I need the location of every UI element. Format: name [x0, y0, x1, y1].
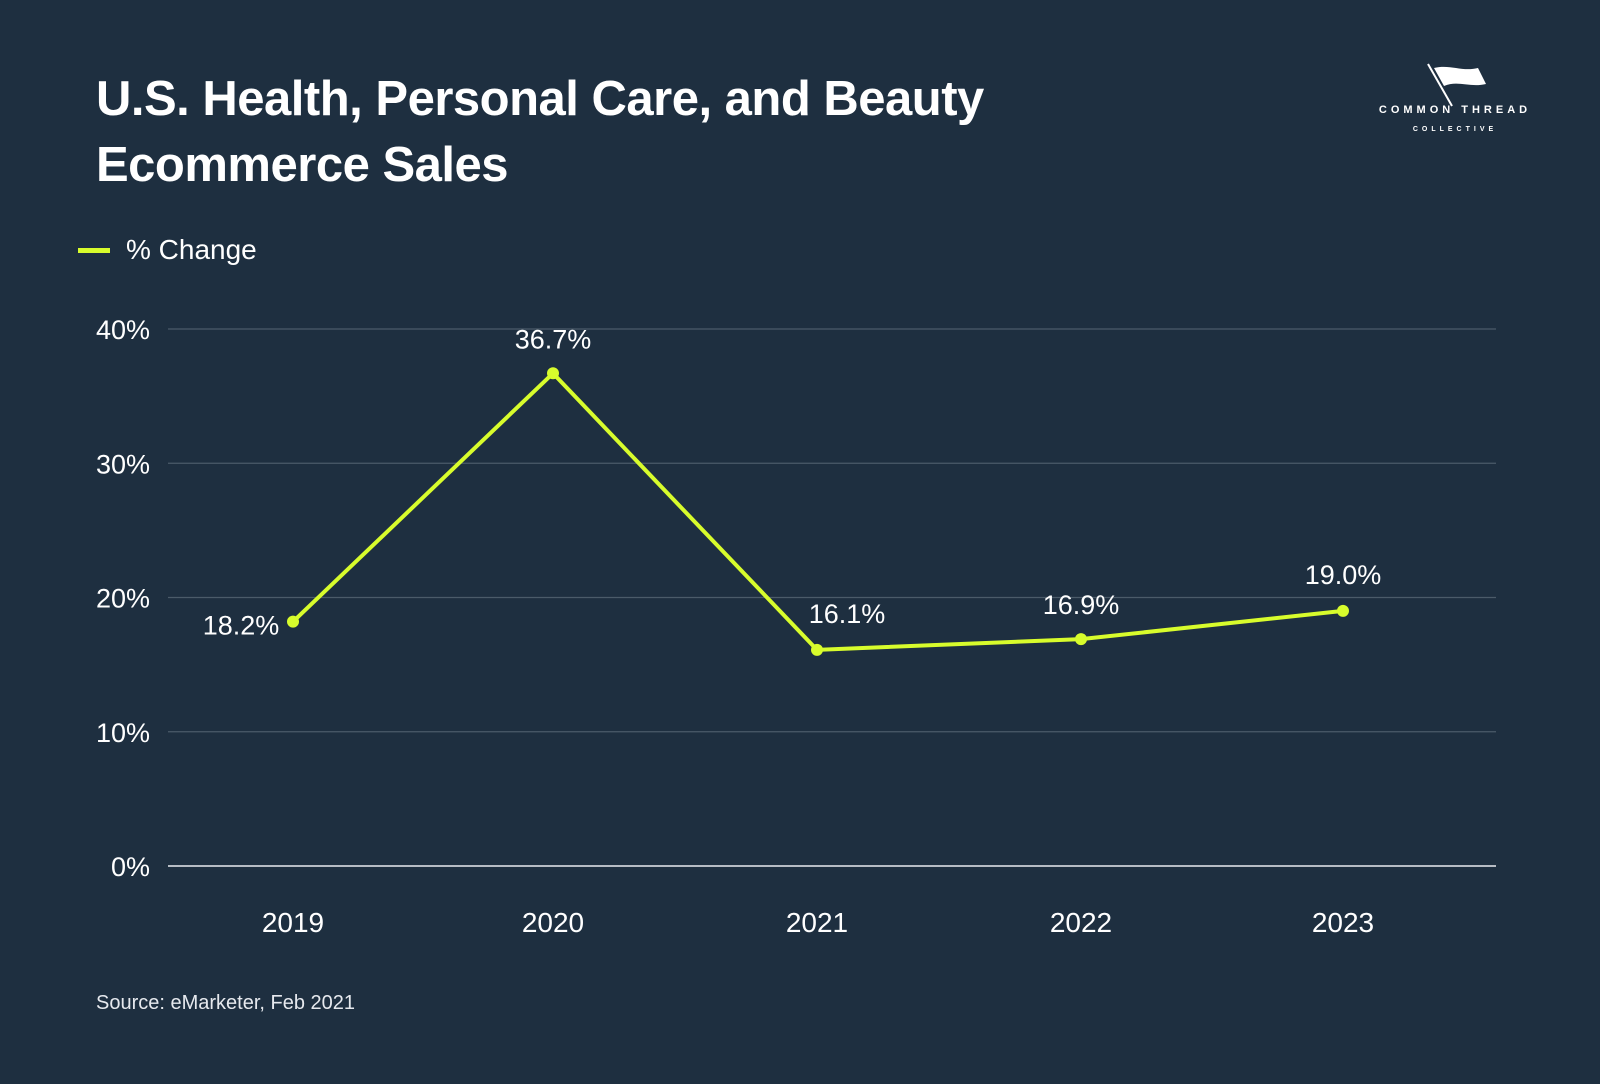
data-label: 16.9%: [1043, 590, 1120, 620]
y-tick-label: 20%: [96, 584, 150, 614]
x-tick-label: 2022: [1050, 907, 1112, 938]
y-tick-label: 30%: [96, 449, 150, 479]
logo-wordmark: COMMON THREAD: [1378, 104, 1532, 116]
data-label: 16.1%: [809, 599, 886, 629]
data-label: 36.7%: [515, 324, 592, 354]
chart-legend: % Change: [78, 232, 257, 268]
y-tick-label: 0%: [111, 852, 150, 882]
data-point: [547, 367, 559, 380]
data-label: 19.0%: [1305, 560, 1382, 590]
flag-needle-icon: [1427, 63, 1486, 107]
x-tick-label: 2020: [522, 907, 584, 938]
logo-subtitle: COLLECTIVE: [1412, 126, 1498, 133]
x-tick-label: 2023: [1312, 907, 1374, 938]
data-label: 18.2%: [203, 611, 280, 641]
source-note: Source: eMarketer, Feb 2021: [96, 992, 356, 1014]
chart-title: U.S. Health, Personal Care, and Beauty E…: [96, 66, 1096, 198]
chart-title-line-2: Ecommerce Sales: [96, 138, 509, 192]
y-tick-label: 10%: [96, 718, 150, 748]
legend-label: % Change: [126, 234, 257, 265]
brand-logo: COMMON THREAD COLLECTIVE: [1370, 62, 1540, 138]
x-tick-label: 2019: [262, 907, 324, 938]
data-point: [1075, 633, 1087, 646]
data-point: [811, 643, 823, 656]
chart-title-line-1: U.S. Health, Personal Care, and Beauty: [96, 72, 984, 126]
data-point: [1337, 604, 1349, 617]
line-chart: 0% 10% 20% 30% 40% 2019 2020 2021 2022 2023 18.2% 3…: [96, 315, 1496, 938]
legend-swatch: [78, 247, 110, 253]
y-tick-label: 40%: [96, 315, 150, 345]
x-tick-label: 2021: [786, 907, 848, 938]
data-point: [287, 615, 299, 628]
